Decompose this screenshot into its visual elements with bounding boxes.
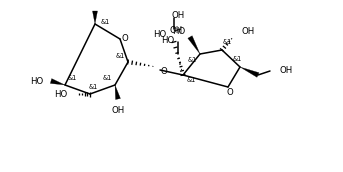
Text: &1: &1 (186, 77, 196, 83)
Text: &1: &1 (115, 53, 125, 59)
Text: OH: OH (169, 26, 182, 35)
Text: &1: &1 (222, 39, 232, 45)
Text: O: O (227, 88, 233, 96)
Polygon shape (50, 79, 65, 85)
Text: OH: OH (111, 106, 125, 115)
Text: HO: HO (172, 26, 185, 35)
Text: &1: &1 (102, 75, 111, 81)
Text: &1: &1 (88, 84, 98, 90)
Text: HO: HO (153, 30, 166, 39)
Text: O: O (122, 34, 128, 42)
Text: OH: OH (172, 10, 185, 19)
Polygon shape (188, 36, 200, 54)
Text: HO: HO (30, 77, 43, 85)
Polygon shape (115, 85, 120, 100)
Text: &1: &1 (187, 57, 197, 63)
Text: OH: OH (280, 66, 293, 74)
Text: &1: &1 (100, 19, 110, 25)
Polygon shape (93, 11, 97, 24)
Text: O: O (161, 67, 167, 76)
Polygon shape (240, 67, 259, 77)
Text: HO: HO (161, 35, 174, 45)
Text: HO: HO (54, 89, 67, 99)
Text: &1: &1 (232, 56, 241, 62)
Text: &1: &1 (67, 75, 76, 81)
Text: OH: OH (242, 26, 255, 35)
